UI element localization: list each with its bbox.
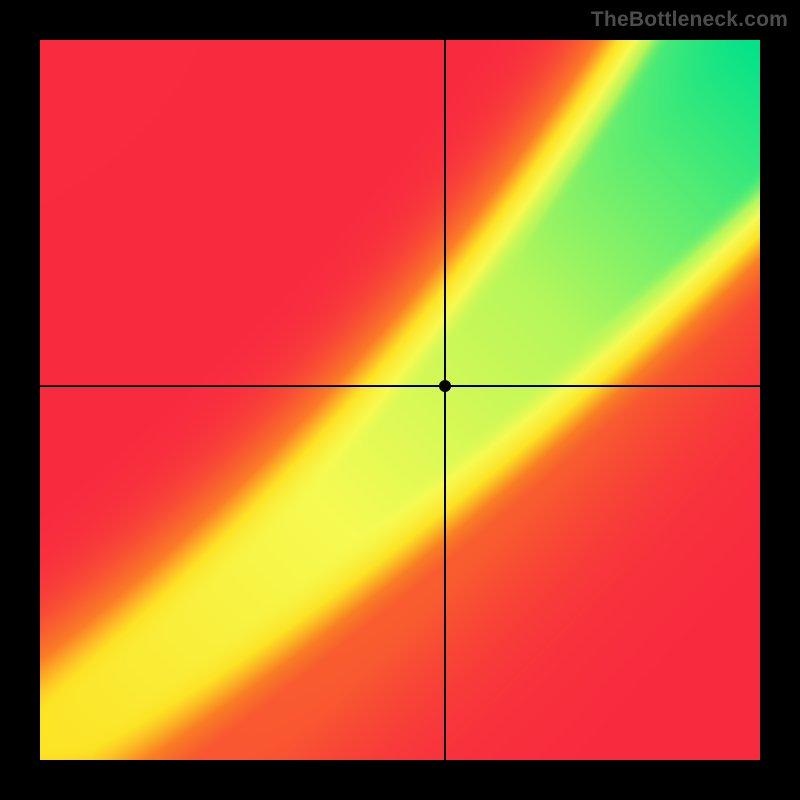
watermark-label: TheBottleneck.com xyxy=(591,8,788,32)
crosshair-vertical xyxy=(444,40,446,760)
bottleneck-heatmap xyxy=(40,40,760,760)
crosshair-dot xyxy=(439,380,451,392)
crosshair-horizontal xyxy=(40,385,760,387)
